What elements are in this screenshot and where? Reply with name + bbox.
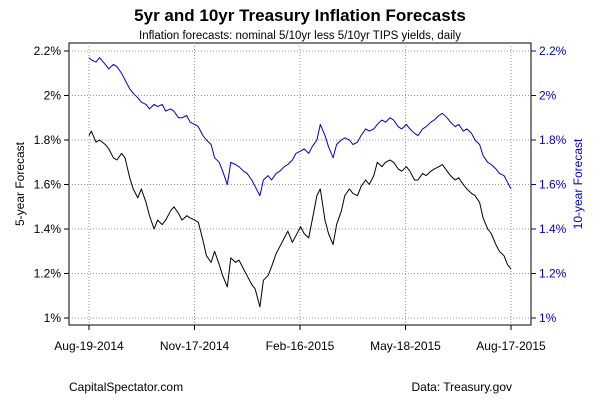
right-tick-label: 2% (539, 89, 557, 103)
data-source: Data: Treasury.gov (411, 380, 513, 394)
y-right-axis-label: 10-year Forecast (571, 138, 585, 229)
x-axis: Aug-19-2014 Nov-17-2014 Feb-16-2015 May-18-… (54, 325, 546, 353)
chart-title: 5yr and 10yr Treasury Inflation Forecast… (134, 6, 466, 25)
y-left-axis-label: 5-year Forecast (13, 141, 27, 226)
chart-subtitle: Inflation forecasts: nominal 5/10yr less… (139, 30, 461, 42)
x-tick-label: Aug-19-2014 (54, 339, 124, 353)
series-line-5yr (88, 130, 512, 308)
x-tick-label: Aug-17-2015 (476, 339, 546, 353)
series-line-10yr (88, 57, 512, 197)
left-tick-label: 2% (44, 89, 62, 103)
left-tick-label: 1.6% (34, 178, 62, 192)
right-tick-label: 1.2% (539, 267, 567, 281)
gridlines (69, 43, 531, 325)
right-tick-label: 1.8% (539, 133, 567, 147)
right-tick-label: 1% (539, 311, 557, 325)
series-lines (88, 57, 512, 308)
x-tick-label: May-18-2015 (370, 339, 441, 353)
right-tick-label: 1.4% (539, 222, 567, 236)
right-tick-label: 2.2% (539, 44, 567, 58)
left-tick-label: 1.2% (34, 267, 62, 281)
left-tick-label: 1.8% (34, 133, 62, 147)
left-tick-label: 1% (44, 311, 62, 325)
right-tick-label: 1.6% (539, 178, 567, 192)
left-tick-label: 2.2% (34, 44, 62, 58)
right-axis: 1% 1.2% 1.4% 1.6% 1.8% 2% 2.2% (531, 44, 567, 325)
left-tick-label: 1.4% (34, 222, 62, 236)
left-axis: 1% 1.2% 1.4% 1.6% 1.8% 2% 2.2% (34, 44, 69, 325)
x-tick-label: Nov-17-2014 (160, 339, 230, 353)
source-credit: CapitalSpectator.com (69, 380, 184, 394)
x-tick-label: Feb-16-2015 (266, 339, 335, 353)
